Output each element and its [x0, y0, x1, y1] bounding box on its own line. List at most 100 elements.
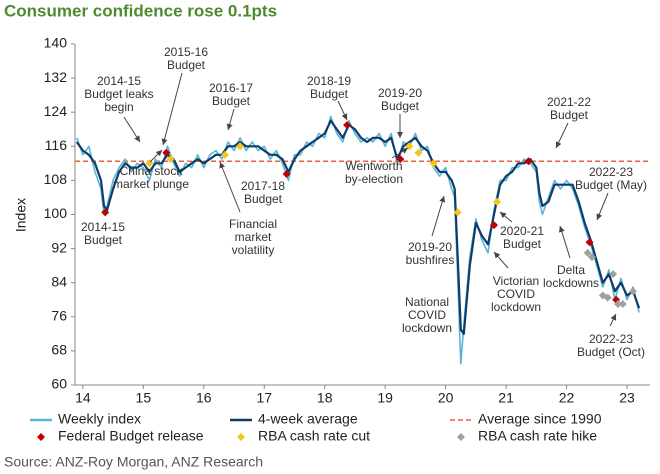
annotation: 2019-20: [378, 86, 422, 100]
event-marker: [587, 253, 596, 262]
annotation: 2018-19: [307, 74, 351, 88]
annotation: market: [235, 230, 272, 244]
event-marker: [493, 197, 502, 206]
annotation: 2020-21: [500, 224, 544, 238]
event-marker: [583, 248, 592, 257]
event-marker: [396, 155, 405, 164]
annotation-arrow: [596, 192, 609, 221]
event-marker: [609, 270, 618, 279]
event-marker: [162, 148, 171, 157]
event-marker: [618, 300, 627, 309]
event-marker: [236, 142, 245, 151]
annotation: by-election: [345, 172, 403, 186]
event-marker: [603, 293, 612, 302]
annotation: Budget: [550, 108, 589, 122]
annotation-arrow: [609, 313, 617, 327]
annotation: COVID: [408, 308, 446, 322]
legend-swatch: [457, 433, 465, 441]
annotation: Budget: [503, 237, 542, 251]
y-tick-label: 60: [51, 376, 67, 392]
annotation: 2014-15: [97, 74, 141, 88]
legend-swatch: [237, 433, 245, 441]
x-tick-label: 16: [196, 390, 212, 406]
event-marker: [101, 208, 110, 217]
legend-label: 4-week average: [258, 411, 358, 427]
annotation-arrow: [499, 211, 513, 223]
annotation: market plunge: [113, 177, 189, 191]
x-tick-label: 23: [619, 390, 635, 406]
annotation: volatility: [232, 243, 275, 257]
series-line: [75, 119, 641, 335]
series-line: [76, 115, 640, 365]
y-tick-label: 100: [44, 205, 68, 221]
annotation: Budget: [244, 192, 283, 206]
annotation: Budget: [310, 87, 349, 101]
event-marker: [166, 155, 175, 164]
annotation: 2019-20: [408, 240, 452, 254]
legend-label: RBA cash rate cut: [258, 428, 370, 444]
annotation-arrow: [161, 72, 183, 146]
annotation: COVID: [497, 287, 535, 301]
annotation-arrow: [391, 147, 409, 159]
event-marker: [343, 120, 352, 129]
legend-label: Average since 1990: [478, 411, 602, 427]
event-marker: [429, 159, 438, 168]
event-marker: [490, 221, 499, 230]
y-tick-label: 84: [51, 273, 67, 289]
annotation: lockdowns: [543, 276, 599, 290]
y-axis-label: Index: [13, 198, 29, 232]
x-tick-label: 20: [438, 390, 454, 406]
annotation: 2017-18: [241, 179, 285, 193]
annotation-arrow: [149, 149, 163, 163]
y-tick-label: 132: [44, 69, 68, 85]
event-marker: [220, 150, 229, 159]
event-marker: [145, 159, 154, 168]
annotation: 2022-23: [589, 165, 633, 179]
source: Source: ANZ-Roy Morgan, ANZ Research: [4, 454, 263, 470]
annotation: Budget: [84, 233, 123, 247]
annotation-arrow: [558, 225, 571, 259]
annotation: 2014-15: [81, 220, 125, 234]
x-tick-label: 18: [317, 390, 333, 406]
annotation: Wentworth: [345, 159, 402, 173]
annotation: Budget: [381, 99, 420, 113]
annotation: Budget: [212, 94, 251, 108]
x-tick-label: 22: [559, 390, 575, 406]
annotation: bushfires: [406, 253, 455, 267]
legend-label: Weekly index: [58, 411, 141, 427]
y-tick-label: 68: [51, 342, 67, 358]
y-tick-label: 92: [51, 239, 67, 255]
event-marker: [524, 157, 533, 166]
annotation: Budget (May): [575, 178, 647, 192]
annotation: China stock: [120, 164, 184, 178]
annotation: Financial: [229, 217, 277, 231]
y-tick-label: 116: [45, 137, 68, 153]
y-tick-label: 76: [51, 308, 67, 324]
y-tick-label: 140: [44, 35, 68, 51]
x-tick-label: 15: [136, 390, 152, 406]
annotation: Delta: [557, 263, 585, 277]
annotation: Budget (Oct): [577, 345, 645, 359]
annotation-arrow: [493, 251, 509, 269]
x-tick-label: 17: [256, 390, 272, 406]
annotation-arrow: [431, 195, 446, 237]
annotation-arrow: [219, 161, 241, 213]
annotation: lockdown: [402, 321, 452, 335]
annotation: 2015-16: [164, 45, 208, 59]
annotation: Budget: [167, 58, 206, 72]
legend-label: Federal Budget release: [58, 428, 204, 444]
y-tick-label: 108: [44, 171, 68, 187]
event-marker: [282, 170, 291, 179]
chart-title: Consumer confidence rose 0.1pts: [4, 1, 277, 20]
event-marker: [414, 148, 423, 157]
annotation: begin: [104, 100, 133, 114]
annotation-arrow: [226, 108, 235, 131]
annotation-arrow: [337, 100, 348, 121]
legend-label: RBA cash rate hike: [478, 428, 597, 444]
event-marker: [585, 238, 594, 247]
annotation: 2022-23: [589, 332, 633, 346]
annotation: National: [405, 295, 449, 309]
legend-swatch: [37, 433, 45, 441]
annotation: Victorian: [493, 274, 539, 288]
